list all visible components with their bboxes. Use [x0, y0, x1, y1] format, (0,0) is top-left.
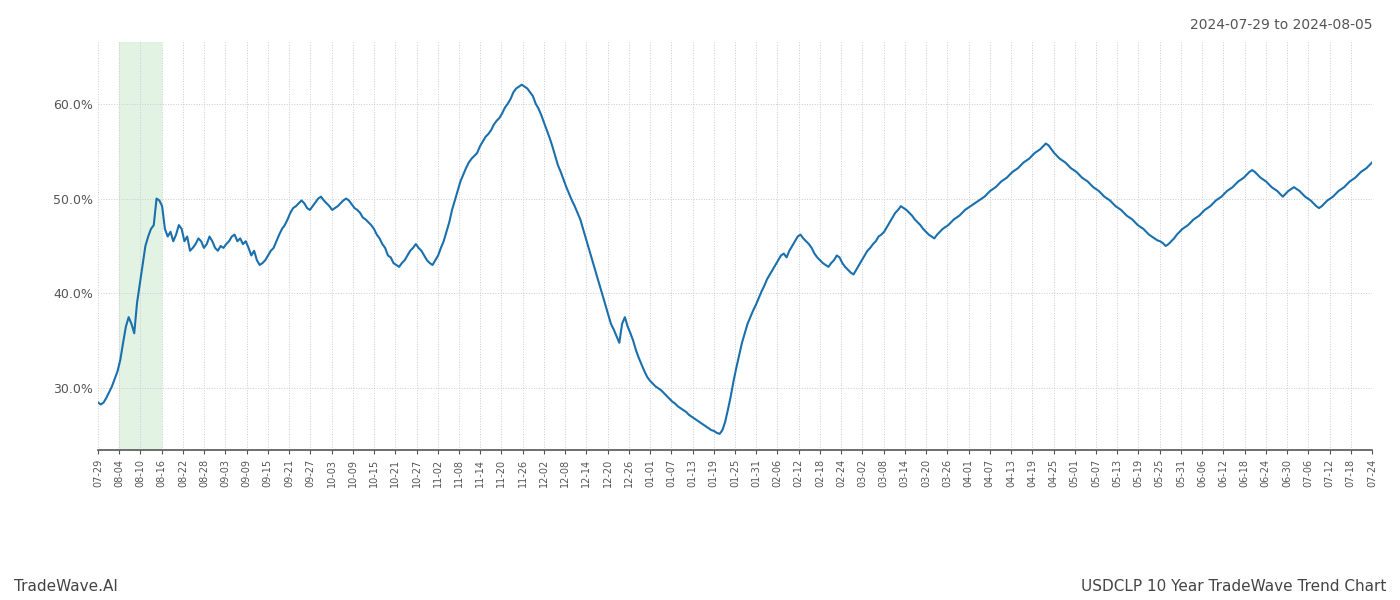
- Text: TradeWave.AI: TradeWave.AI: [14, 579, 118, 594]
- Text: USDCLP 10 Year TradeWave Trend Chart: USDCLP 10 Year TradeWave Trend Chart: [1081, 579, 1386, 594]
- Bar: [119, 42, 161, 450]
- Text: 2024-07-29 to 2024-08-05: 2024-07-29 to 2024-08-05: [1190, 18, 1372, 32]
